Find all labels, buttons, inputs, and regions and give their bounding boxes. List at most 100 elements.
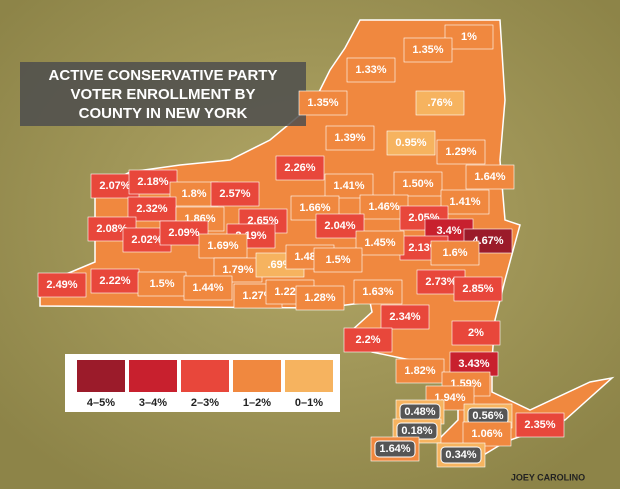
county-label: 1.64% — [474, 171, 505, 183]
county — [324, 173, 374, 199]
credit: JOEY CAROLINO — [511, 472, 585, 482]
county — [462, 421, 512, 447]
county-label: 2.22% — [99, 275, 130, 287]
legend-label: 1–2% — [243, 397, 271, 409]
county-label: 4.67% — [472, 235, 503, 247]
county — [90, 268, 140, 294]
county-label: 1.5% — [325, 254, 350, 266]
counties: 1% 1.35% 1.33% .76% 1.35% 1.39% 0.95% 1.29% 1.64… — [37, 24, 565, 468]
county-label: 1.29% — [445, 146, 476, 158]
county — [183, 275, 233, 301]
county-label: 1.41% — [333, 180, 364, 192]
county-label: 1.66% — [299, 202, 330, 214]
county — [380, 304, 430, 330]
county — [295, 285, 345, 311]
county-label: 2.18% — [137, 176, 168, 188]
title-box: ACTIVE CONSERVATIVE PARTY VOTER ENROLLME… — [20, 62, 306, 126]
county — [399, 205, 449, 231]
title-line: ACTIVE CONSERVATIVE PARTY — [49, 67, 278, 84]
county-label: 1.28% — [304, 292, 335, 304]
title-background — [20, 62, 306, 126]
county — [346, 57, 396, 83]
county-label: 1.69% — [207, 240, 238, 252]
title-line: VOTER ENROLLMENT BY — [70, 86, 255, 103]
county-label: 1.33% — [355, 64, 386, 76]
county — [169, 181, 219, 207]
county — [393, 171, 443, 197]
legend-swatch — [285, 360, 333, 392]
county-label: 2% — [468, 327, 484, 339]
county-label: 1.8% — [181, 188, 206, 200]
county-label: 1.44% — [192, 282, 223, 294]
county-label: 1.79% — [222, 264, 253, 276]
county-label: 1% — [461, 31, 477, 43]
title-line: COUNTY IN NEW YORK — [79, 105, 248, 122]
county — [343, 327, 393, 353]
county — [440, 189, 490, 215]
county-label: 2.09% — [168, 227, 199, 239]
county-label: 0.18% — [401, 425, 432, 437]
county-label: 2.04% — [324, 220, 355, 232]
legend-label: 3–4% — [139, 397, 167, 409]
county-label: 2.73% — [425, 276, 456, 288]
county-label: 1.63% — [362, 286, 393, 298]
county-label: 2.34% — [389, 311, 420, 323]
county — [355, 230, 405, 256]
legend-label: 2–3% — [191, 397, 219, 409]
county-label: 1.5% — [149, 278, 174, 290]
county — [353, 279, 403, 305]
county — [298, 90, 348, 116]
county — [137, 271, 187, 297]
county — [415, 90, 465, 116]
county-label: 3.43% — [458, 358, 489, 370]
county-label: 0.56% — [472, 410, 503, 422]
legend-swatch — [181, 360, 229, 392]
county-label-box — [374, 440, 416, 458]
county-label: 0.95% — [395, 137, 426, 149]
county-label: 1.50% — [402, 178, 433, 190]
county-label: 1.64% — [379, 443, 410, 455]
county-label: 1.41% — [449, 196, 480, 208]
legend-label: 4–5% — [87, 397, 115, 409]
county-label: 2.32% — [136, 203, 167, 215]
county-label: 2.49% — [46, 279, 77, 291]
county-label: 1.45% — [364, 237, 395, 249]
county — [451, 320, 501, 346]
county — [128, 169, 178, 195]
county — [430, 240, 480, 266]
county — [395, 358, 445, 384]
county-label: 0.34% — [445, 449, 476, 461]
county-label: 1.35% — [307, 97, 338, 109]
county — [436, 139, 486, 165]
county — [210, 181, 260, 207]
county — [275, 155, 325, 181]
county — [453, 276, 503, 302]
county-label: 2.26% — [284, 162, 315, 174]
legend-swatch — [77, 360, 125, 392]
legend-label: 0–1% — [295, 397, 323, 409]
county-label: 0.48% — [404, 406, 435, 418]
county-label-box — [440, 446, 482, 464]
county-label: .76% — [427, 97, 452, 109]
county-label: 1.6% — [442, 247, 467, 259]
county-label: 2.08% — [96, 223, 127, 235]
county — [386, 130, 436, 156]
county — [325, 125, 375, 151]
county — [444, 24, 494, 50]
county-label: 1.39% — [334, 132, 365, 144]
legend: 4–5% 3–4% 2–3% 1–2% 0–1% — [65, 354, 340, 412]
county — [198, 233, 248, 259]
county-label: 2.07% — [99, 180, 130, 192]
county-label: 2.85% — [462, 283, 493, 295]
county — [313, 247, 363, 273]
county-label: 2.02% — [131, 234, 162, 246]
county-label: 1.06% — [471, 428, 502, 440]
county-label: 1.35% — [412, 44, 443, 56]
county — [515, 412, 565, 438]
county-label: 2.35% — [524, 419, 555, 431]
legend-swatch — [233, 360, 281, 392]
county-label: 1.82% — [404, 365, 435, 377]
county — [403, 37, 453, 63]
county — [37, 272, 87, 298]
